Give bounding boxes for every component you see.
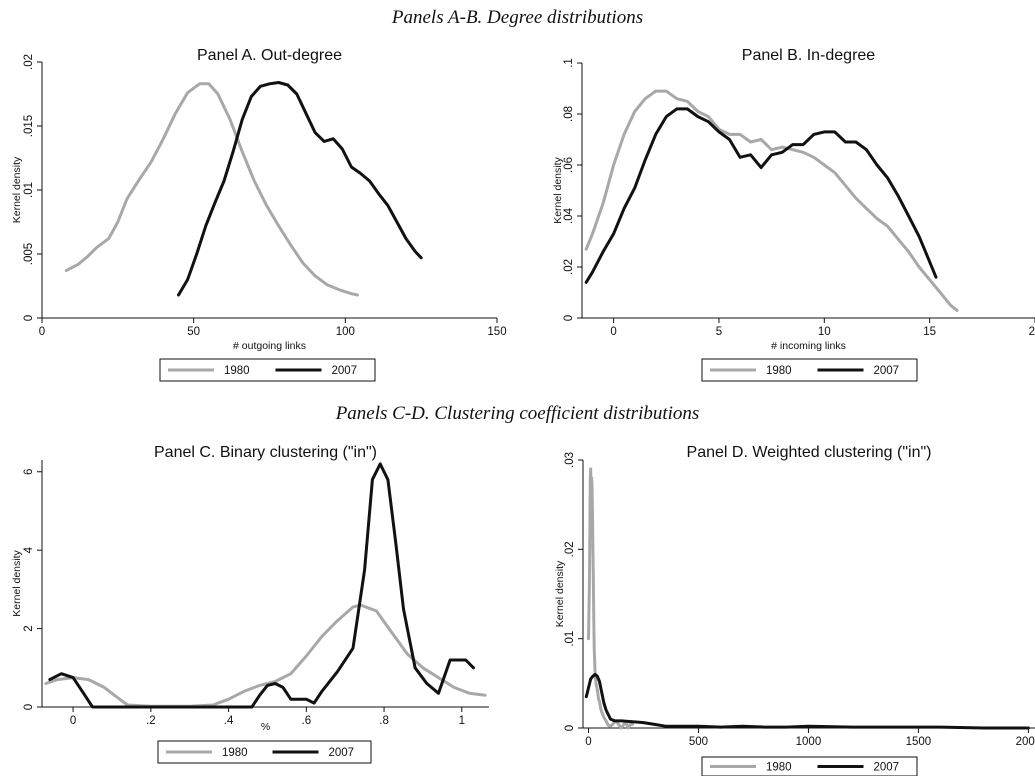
- panel-a-x-tick-label: 150: [487, 326, 506, 338]
- panel-b-x-tick-label: 5: [716, 326, 722, 338]
- panel-c-legend-label-1980: 1980: [222, 747, 248, 759]
- panel-b-y-axis-label: Kernel density: [552, 156, 564, 223]
- panel-b-x-tick-label: 0: [610, 326, 616, 338]
- panel-a-title: Panel A. Out-degree: [197, 47, 342, 64]
- panel-b-x-tick-label: 15: [923, 326, 936, 338]
- panel-a-y-tick-label: .02: [23, 54, 35, 70]
- panel-b-y-tick-label: .04: [563, 207, 575, 224]
- panel-c-y-tick-label: 2: [23, 625, 35, 631]
- panel-d-y-axis-label: Kernel density: [554, 560, 566, 627]
- panel-b-y-tick-label: .08: [563, 106, 575, 122]
- panel-d-legend: 1980 2007: [701, 756, 918, 776]
- panel-d-legend-label-1980: 1980: [766, 762, 792, 774]
- panel-d-legend-label-2007: 2007: [874, 762, 900, 774]
- panel-b-y-tick-label: 0: [563, 315, 575, 321]
- section-title-degree: Panels A-B. Degree distributions: [391, 7, 644, 28]
- panel-b-y-tick-label: .1: [563, 58, 575, 68]
- panel-b-legend: 1980 2007: [701, 358, 918, 382]
- panel-a-y-tick-label: .005: [23, 243, 35, 265]
- panel-c-x-tick-label: .6: [302, 715, 312, 727]
- panel-a-legend-label-1980: 1980: [224, 365, 250, 377]
- panel-c-title: Panel C. Binary clustering ("in"): [154, 444, 377, 461]
- panel-a-y-tick-label: .015: [23, 115, 35, 137]
- panel-d-x-tick-label: 0: [585, 736, 591, 748]
- panel-c: Panel C. Binary clustering ("in") 0 .2 .4 .6…: [11, 444, 489, 764]
- panel-a-y-tick-label: 0: [23, 315, 35, 321]
- panel-c-legend-box: [157, 740, 372, 764]
- panel-c-x-tick-label: .8: [379, 715, 389, 727]
- panel-d-series-1980: [587, 467, 634, 730]
- panel-c-x-tick-label: .4: [224, 715, 234, 727]
- panel-a-x-tick-label: 100: [336, 326, 355, 338]
- panel-b-title: Panel B. In-degree: [742, 47, 876, 64]
- panel-b-legend-label-1980: 1980: [766, 365, 792, 377]
- panel-a-legend: 1980 2007: [159, 358, 376, 382]
- panel-c-series-1980: [44, 603, 487, 708]
- panel-c-legend-label-2007: 2007: [329, 747, 355, 759]
- panel-b-series-1980: [584, 89, 959, 312]
- panel-a-y-axis-label: Kernel density: [11, 156, 23, 223]
- panel-d-y-tick-label: 0: [564, 725, 576, 731]
- panel-b-legend-box: [701, 358, 918, 382]
- panel-a-legend-box: [159, 358, 376, 382]
- panel-c-x-tick-label: 0: [70, 715, 76, 727]
- panel-c-y-axis-label: Kernel density: [11, 549, 23, 616]
- panel-d-y-tick-label: .02: [564, 541, 576, 557]
- panel-c-series-2007: [48, 462, 475, 709]
- panel-c-y-tick-label: 4: [23, 546, 35, 553]
- panel-b-series-2007: [584, 107, 938, 284]
- panel-a-y-tick-label: .01: [23, 182, 35, 198]
- panel-d-y-tick-label: .01: [564, 631, 576, 647]
- panel-b-x-axis-label: # incoming links: [771, 340, 846, 352]
- panel-b-x-tick-label: 10: [818, 326, 831, 338]
- panel-a-x-tick-label: 50: [187, 326, 200, 338]
- panel-d-x-tick-label: 1500: [906, 736, 932, 748]
- panel-d-legend-box: [701, 756, 918, 776]
- panel-d-y-tick-label: .03: [564, 452, 576, 468]
- panel-c-x-tick-label: 1: [459, 715, 465, 727]
- panel-d-series-2007: [584, 672, 1030, 730]
- panel-a-legend-label-2007: 2007: [332, 365, 358, 377]
- panel-c-y-tick-label: 6: [23, 469, 35, 475]
- panel-d-x-tick-label: 1000: [796, 736, 822, 748]
- panel-a-x-tick-label: 0: [39, 326, 45, 338]
- panel-c-x-axis-label: %: [261, 721, 270, 733]
- panel-d-x-tick-label: 500: [689, 736, 708, 748]
- panel-b-y-tick-label: .06: [563, 157, 575, 173]
- panel-d-title: Panel D. Weighted clustering ("in"): [687, 444, 932, 461]
- panel-a: Panel A. Out-degree 0 50 100 150 0 .005 .01 .015…: [11, 47, 507, 382]
- panel-b-x-tick-label: 20: [1029, 326, 1035, 338]
- panel-b-legend-label-2007: 2007: [874, 365, 900, 377]
- panel-a-x-axis-label: # outgoing links: [233, 340, 306, 352]
- panel-a-series-1980: [64, 82, 359, 297]
- section-title-clustering: Panels C-D. Clustering coefficient distr…: [335, 403, 700, 424]
- panel-c-x-tick-label: .2: [146, 715, 156, 727]
- panel-a-series-2007: [177, 81, 423, 297]
- panel-b: Panel B. In-degree 0 5 10 15 20 0 .02 .04 .06 .08.…: [552, 47, 1035, 382]
- panel-d: Panel D. Weighted clustering ("in") 0 500 1…: [554, 444, 1035, 776]
- panel-b-y-tick-label: .02: [563, 259, 575, 275]
- panel-c-legend: 1980 2007: [157, 740, 372, 764]
- panel-c-y-tick-label: 0: [23, 704, 35, 710]
